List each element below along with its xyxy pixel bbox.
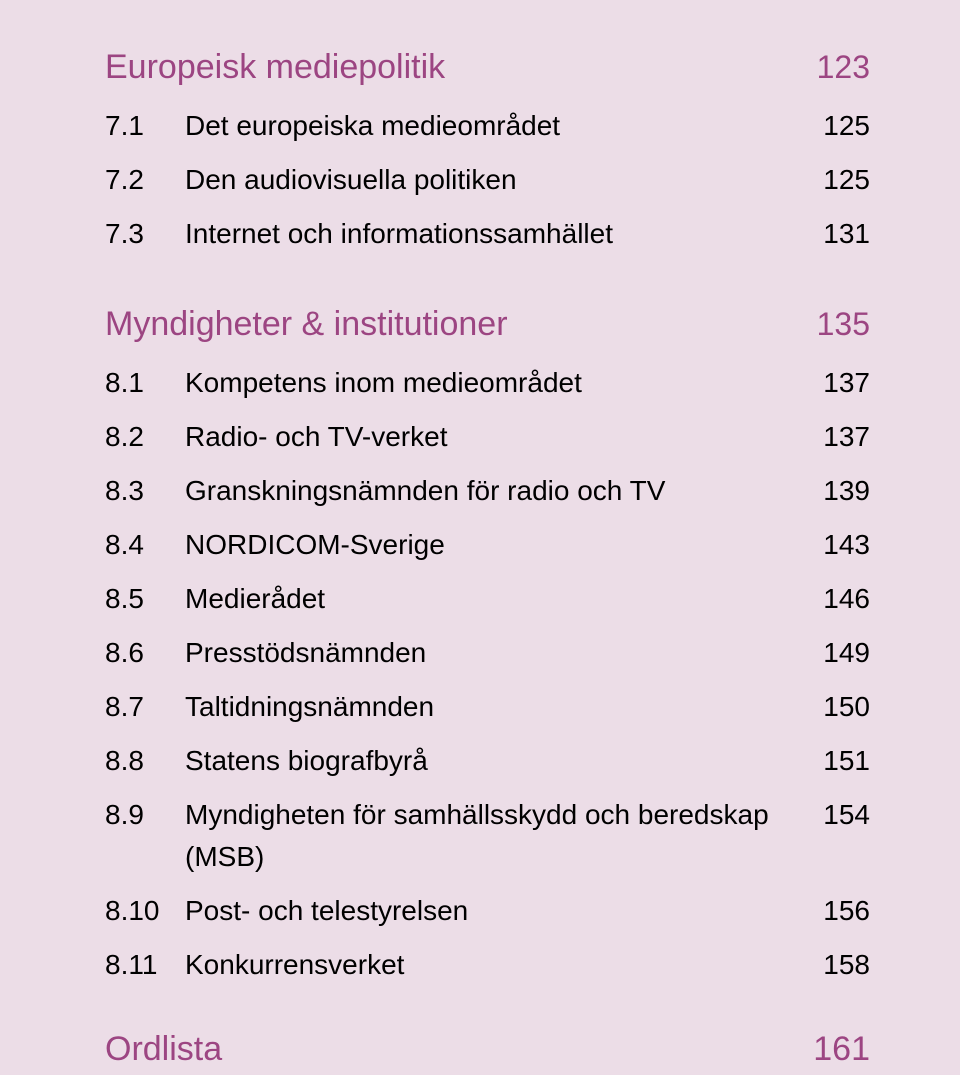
entry-label: Internet och informationssamhället — [185, 213, 823, 255]
entry-number: 8.10 — [105, 890, 185, 932]
entry-label: Det europeiska medieområdet — [185, 105, 823, 147]
entry-number: 7.2 — [105, 159, 185, 201]
entry-label: Myndigheten för samhällsskydd och bereds… — [185, 794, 823, 878]
entry-page: 131 — [823, 213, 870, 255]
toc-entry: 8.9 Myndigheten för samhällsskydd och be… — [105, 794, 870, 878]
entry-number: 7.3 — [105, 213, 185, 255]
entry-page: 154 — [823, 794, 870, 836]
spacer — [105, 267, 870, 299]
entry-label: Medierådet — [185, 578, 823, 620]
toc-entry: 8.5 Medierådet 146 — [105, 578, 870, 620]
section-page: 123 — [817, 43, 870, 91]
entry-page: 137 — [823, 416, 870, 458]
toc-entry: 8.8 Statens biografbyrå 151 — [105, 740, 870, 782]
entry-page: 125 — [823, 105, 870, 147]
toc-entry: 7.1 Det europeiska medieområdet 125 — [105, 105, 870, 147]
section-title: Ordlista — [105, 1024, 222, 1075]
section-title: Europeisk mediepolitik — [105, 42, 445, 93]
entry-label: Radio- och TV-verket — [185, 416, 823, 458]
entry-number: 8.3 — [105, 470, 185, 512]
toc-entry: 8.2 Radio- och TV-verket 137 — [105, 416, 870, 458]
toc-entry: 8.7 Taltidningsnämnden 150 — [105, 686, 870, 728]
entry-page: 139 — [823, 470, 870, 512]
toc-entry: 8.10 Post- och telestyrelsen 156 — [105, 890, 870, 932]
entry-page: 125 — [823, 159, 870, 201]
toc-entry: 8.6 Presstödsnämnden 149 — [105, 632, 870, 674]
toc-entry: 7.2 Den audiovisuella politiken 125 — [105, 159, 870, 201]
toc-entry: 8.1 Kompetens inom medieområdet 137 — [105, 362, 870, 404]
entry-number: 8.7 — [105, 686, 185, 728]
section-title: Myndigheter & institutioner — [105, 299, 508, 350]
entry-label: Presstödsnämnden — [185, 632, 823, 674]
entry-page: 137 — [823, 362, 870, 404]
entry-page: 146 — [823, 578, 870, 620]
toc-entry: 8.11 Konkurrensverket 158 — [105, 944, 870, 986]
entry-label: Den audiovisuella politiken — [185, 159, 823, 201]
entry-number: 8.9 — [105, 794, 185, 836]
entry-number: 8.8 — [105, 740, 185, 782]
entry-label: Post- och telestyrelsen — [185, 890, 823, 932]
entry-number: 7.1 — [105, 105, 185, 147]
entry-number: 8.2 — [105, 416, 185, 458]
section-header: Myndigheter & institutioner 135 — [105, 299, 870, 350]
entry-number: 8.4 — [105, 524, 185, 566]
entry-page: 156 — [823, 890, 870, 932]
entry-label: Kompetens inom medieområdet — [185, 362, 823, 404]
entry-label: Granskningsnämnden för radio och TV — [185, 470, 823, 512]
entry-label: Taltidningsnämnden — [185, 686, 823, 728]
section-header: Europeisk mediepolitik 123 — [105, 42, 870, 93]
entry-number: 8.6 — [105, 632, 185, 674]
entry-page: 149 — [823, 632, 870, 674]
entry-label: Konkurrensverket — [185, 944, 823, 986]
entry-page: 150 — [823, 686, 870, 728]
entry-page: 143 — [823, 524, 870, 566]
entry-label: NORDICOM-Sverige — [185, 524, 823, 566]
section-page: 135 — [817, 300, 870, 348]
entry-number: 8.11 — [105, 944, 185, 986]
toc-entry: 8.3 Granskningsnämnden för radio och TV … — [105, 470, 870, 512]
entry-page: 151 — [823, 740, 870, 782]
toc-container: Europeisk mediepolitik 123 7.1 Det europ… — [105, 42, 870, 1075]
toc-entry: 7.3 Internet och informationssamhället 1… — [105, 213, 870, 255]
entry-number: 8.1 — [105, 362, 185, 404]
section-page: 161 — [813, 1024, 870, 1075]
toc-entry: 8.4 NORDICOM-Sverige 143 — [105, 524, 870, 566]
entry-page: 158 — [823, 944, 870, 986]
entry-label: Statens biografbyrå — [185, 740, 823, 782]
section-header: Ordlista 161 — [105, 1024, 870, 1075]
entry-number: 8.5 — [105, 578, 185, 620]
